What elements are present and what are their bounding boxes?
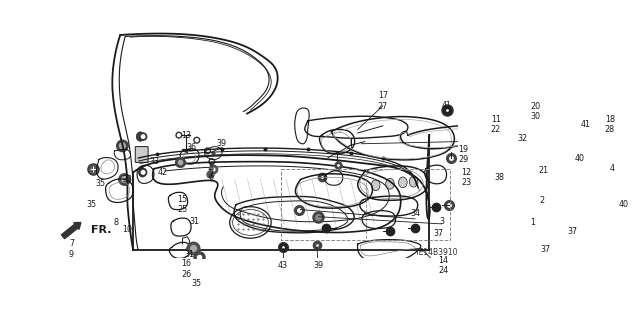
Text: 40: 40 [575, 153, 584, 163]
Text: 1: 1 [531, 218, 536, 227]
Ellipse shape [399, 177, 407, 188]
Text: 31: 31 [189, 217, 200, 226]
Text: 5
6: 5 6 [209, 163, 214, 182]
FancyBboxPatch shape [135, 147, 148, 162]
FancyArrow shape [61, 222, 81, 239]
Text: 9: 9 [69, 250, 74, 259]
Text: 12
23: 12 23 [461, 168, 472, 187]
Circle shape [206, 150, 209, 152]
Text: 13: 13 [181, 131, 191, 140]
Circle shape [140, 169, 147, 176]
Text: TE14B3910: TE14B3910 [415, 248, 458, 257]
Circle shape [195, 139, 198, 142]
Text: 33: 33 [150, 157, 159, 166]
Ellipse shape [136, 132, 144, 141]
Text: 17
27: 17 27 [378, 91, 388, 110]
Circle shape [141, 135, 145, 138]
Text: 20
30: 20 30 [530, 102, 540, 121]
Circle shape [122, 177, 127, 182]
Text: 14
24: 14 24 [438, 256, 449, 275]
Ellipse shape [410, 176, 418, 187]
Text: 21: 21 [539, 167, 549, 175]
Text: 39: 39 [314, 261, 323, 270]
Text: 37: 37 [568, 226, 577, 235]
Text: 8: 8 [113, 218, 118, 227]
Text: 43: 43 [278, 261, 287, 270]
Circle shape [211, 160, 213, 163]
Text: 41: 41 [580, 120, 590, 129]
Circle shape [176, 132, 182, 138]
Ellipse shape [386, 178, 394, 189]
Text: 41: 41 [442, 100, 451, 110]
Circle shape [140, 133, 147, 140]
Circle shape [205, 148, 211, 154]
Text: 2: 2 [540, 197, 545, 205]
Text: 38: 38 [495, 173, 504, 182]
Text: 4: 4 [609, 164, 614, 173]
Text: 36: 36 [187, 143, 196, 152]
Text: 35: 35 [95, 179, 105, 188]
Circle shape [116, 140, 128, 152]
Text: 10: 10 [122, 225, 132, 234]
Text: 33: 33 [122, 175, 132, 184]
Text: 40: 40 [619, 200, 629, 209]
Text: 16
26: 16 26 [181, 259, 191, 279]
Text: 7: 7 [69, 240, 74, 249]
Text: 39: 39 [217, 139, 227, 148]
Circle shape [209, 159, 214, 165]
Circle shape [120, 143, 125, 149]
Text: 37: 37 [540, 245, 550, 254]
Circle shape [141, 171, 145, 174]
Text: 11
22: 11 22 [491, 115, 501, 134]
Circle shape [177, 134, 180, 137]
Text: 18
28: 18 28 [605, 115, 615, 134]
Text: 42: 42 [158, 168, 168, 177]
Text: 35: 35 [86, 200, 97, 209]
Ellipse shape [371, 180, 380, 191]
Text: 31: 31 [184, 250, 195, 259]
Text: 15
25: 15 25 [177, 195, 188, 214]
Text: 32: 32 [517, 134, 527, 143]
Text: 35: 35 [192, 279, 202, 288]
Circle shape [119, 174, 130, 185]
Text: 19
29: 19 29 [458, 145, 469, 164]
Text: 34: 34 [410, 209, 420, 219]
Text: 37: 37 [433, 229, 444, 238]
Text: 3: 3 [439, 217, 444, 226]
Ellipse shape [138, 168, 147, 177]
Circle shape [194, 137, 200, 143]
Text: FR.: FR. [91, 225, 111, 234]
